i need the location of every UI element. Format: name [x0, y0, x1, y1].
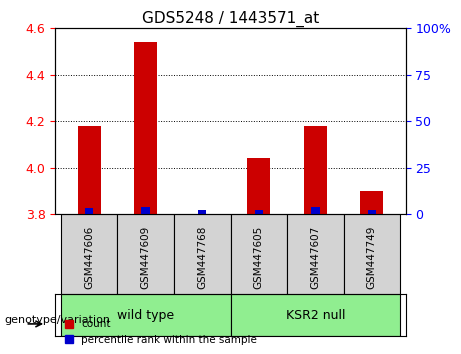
FancyBboxPatch shape	[61, 294, 230, 336]
Text: GSM447768: GSM447768	[197, 226, 207, 290]
Text: GSM447605: GSM447605	[254, 226, 264, 289]
Bar	[135, 42, 157, 214]
Text: GSM447607: GSM447607	[310, 226, 320, 289]
FancyBboxPatch shape	[174, 214, 230, 294]
FancyBboxPatch shape	[230, 214, 287, 294]
Text: wild type: wild type	[117, 309, 174, 321]
Bar	[254, 210, 263, 214]
FancyBboxPatch shape	[287, 214, 343, 294]
FancyBboxPatch shape	[230, 294, 400, 336]
Bar	[311, 207, 319, 214]
Bar	[85, 209, 94, 214]
Text: genotype/variation: genotype/variation	[5, 315, 111, 325]
Bar	[142, 207, 150, 214]
Bar	[367, 210, 376, 214]
Legend: count, percentile rank within the sample: count, percentile rank within the sample	[60, 315, 261, 349]
FancyBboxPatch shape	[118, 214, 174, 294]
Bar	[78, 126, 100, 214]
Bar	[248, 159, 270, 214]
Bar	[304, 126, 326, 214]
Text: GSM447749: GSM447749	[367, 226, 377, 290]
Bar	[198, 210, 207, 214]
Text: GSM447609: GSM447609	[141, 226, 151, 289]
Title: GDS5248 / 1443571_at: GDS5248 / 1443571_at	[142, 11, 319, 27]
FancyBboxPatch shape	[61, 214, 118, 294]
Bar	[361, 191, 383, 214]
FancyBboxPatch shape	[343, 214, 400, 294]
Text: KSR2 null: KSR2 null	[285, 309, 345, 321]
Text: GSM447606: GSM447606	[84, 226, 94, 289]
